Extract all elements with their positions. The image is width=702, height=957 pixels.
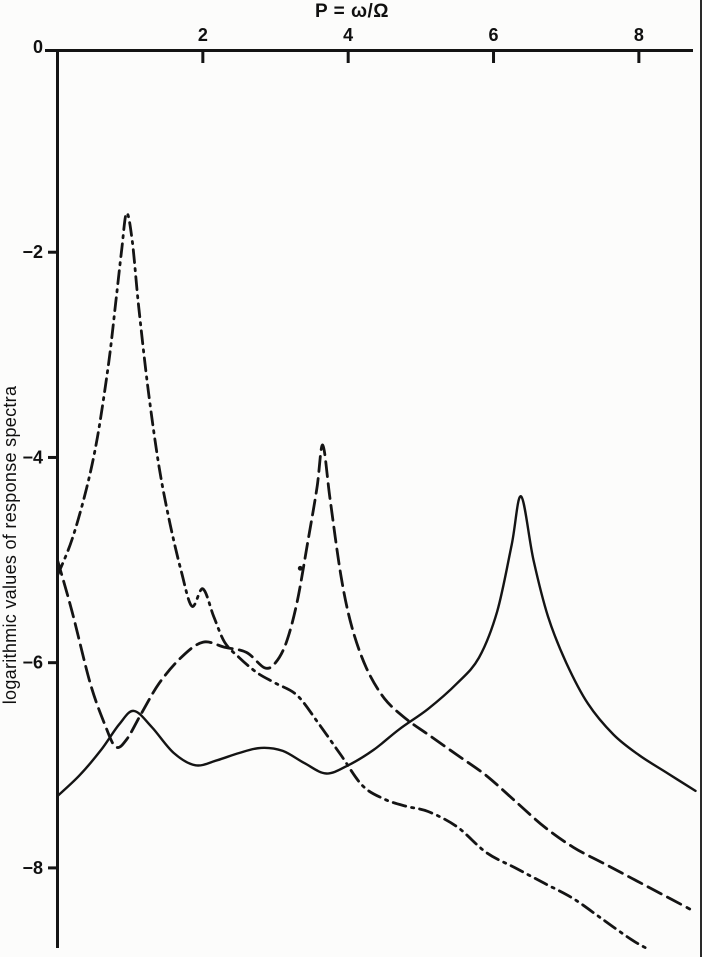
dashdot-curve: [56, 211, 652, 952]
y-tick-label: −6: [22, 653, 43, 673]
y-tick-label: −4: [22, 447, 43, 467]
dashed-curve: [56, 443, 692, 911]
y-axis-label: logarithmic values of response spectra: [0, 385, 20, 704]
x-tick-label: 8: [634, 25, 644, 45]
solid-curve: [56, 495, 697, 798]
y-tick-label: −2: [22, 242, 43, 262]
y-tick-label: −8: [22, 858, 43, 878]
x-tick-label: 6: [489, 25, 499, 45]
curves: [56, 211, 697, 952]
axes: 2 4 6 8 0 −2 −4 −6 −8: [22, 25, 693, 948]
x-axis-title: P = ω/Ω: [314, 1, 390, 22]
scan-edge-artifact: [700, 0, 702, 957]
x-tick-label: 4: [343, 25, 353, 45]
x-tick-label: 2: [198, 25, 208, 45]
stray-dot: [297, 565, 303, 571]
y-tick-label: 0: [33, 37, 43, 57]
annotations: [297, 565, 303, 571]
